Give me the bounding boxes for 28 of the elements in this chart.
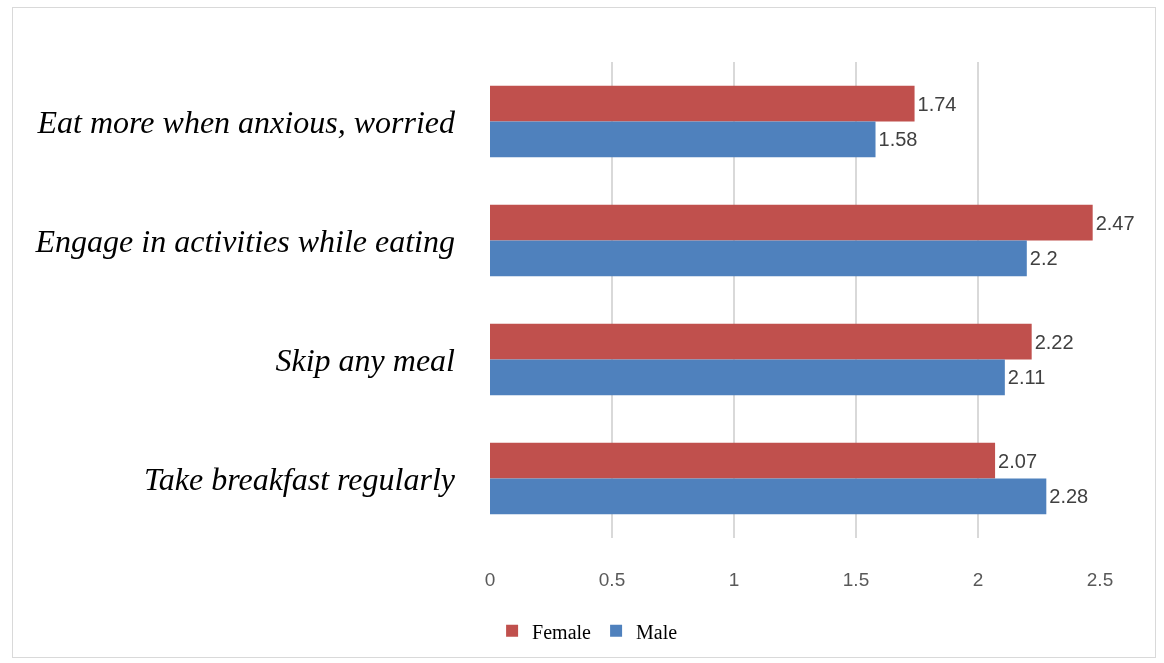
x-tick-label: 0.5: [598, 569, 626, 590]
data-label: 2.11: [1007, 366, 1046, 389]
legend-label: Male: [636, 620, 678, 643]
x-tick-label: 2.5: [1086, 569, 1114, 590]
x-tick-label: 1: [728, 569, 740, 590]
y-tick-label: Engage in activities while eating: [34, 222, 455, 259]
data-label: 1.58: [878, 128, 918, 151]
bar: [490, 240, 1027, 277]
bar: [490, 121, 876, 158]
data-label: 2.47: [1095, 211, 1135, 234]
data-label: 2.22: [1034, 330, 1074, 353]
x-tick-label: 0: [484, 569, 496, 590]
bar: [490, 359, 1005, 396]
data-label: 2.2: [1029, 247, 1058, 270]
data-label: 2.07: [998, 449, 1038, 472]
legend-label: Female: [532, 620, 592, 643]
y-tick-label: Take breakfast regularly: [143, 460, 456, 497]
bar: [490, 442, 996, 479]
bar: [490, 323, 1032, 360]
y-tick-label: Skip any meal: [275, 341, 456, 378]
data-label: 1.74: [917, 92, 957, 115]
x-tick-label: 2: [972, 569, 984, 590]
y-tick-label: Eat more when anxious, worried: [36, 103, 456, 140]
bar: [490, 478, 1047, 515]
bar: [490, 85, 915, 122]
x-tick-label: 1.5: [842, 569, 870, 590]
data-label: 2.28: [1049, 485, 1089, 508]
bar: [490, 204, 1093, 241]
